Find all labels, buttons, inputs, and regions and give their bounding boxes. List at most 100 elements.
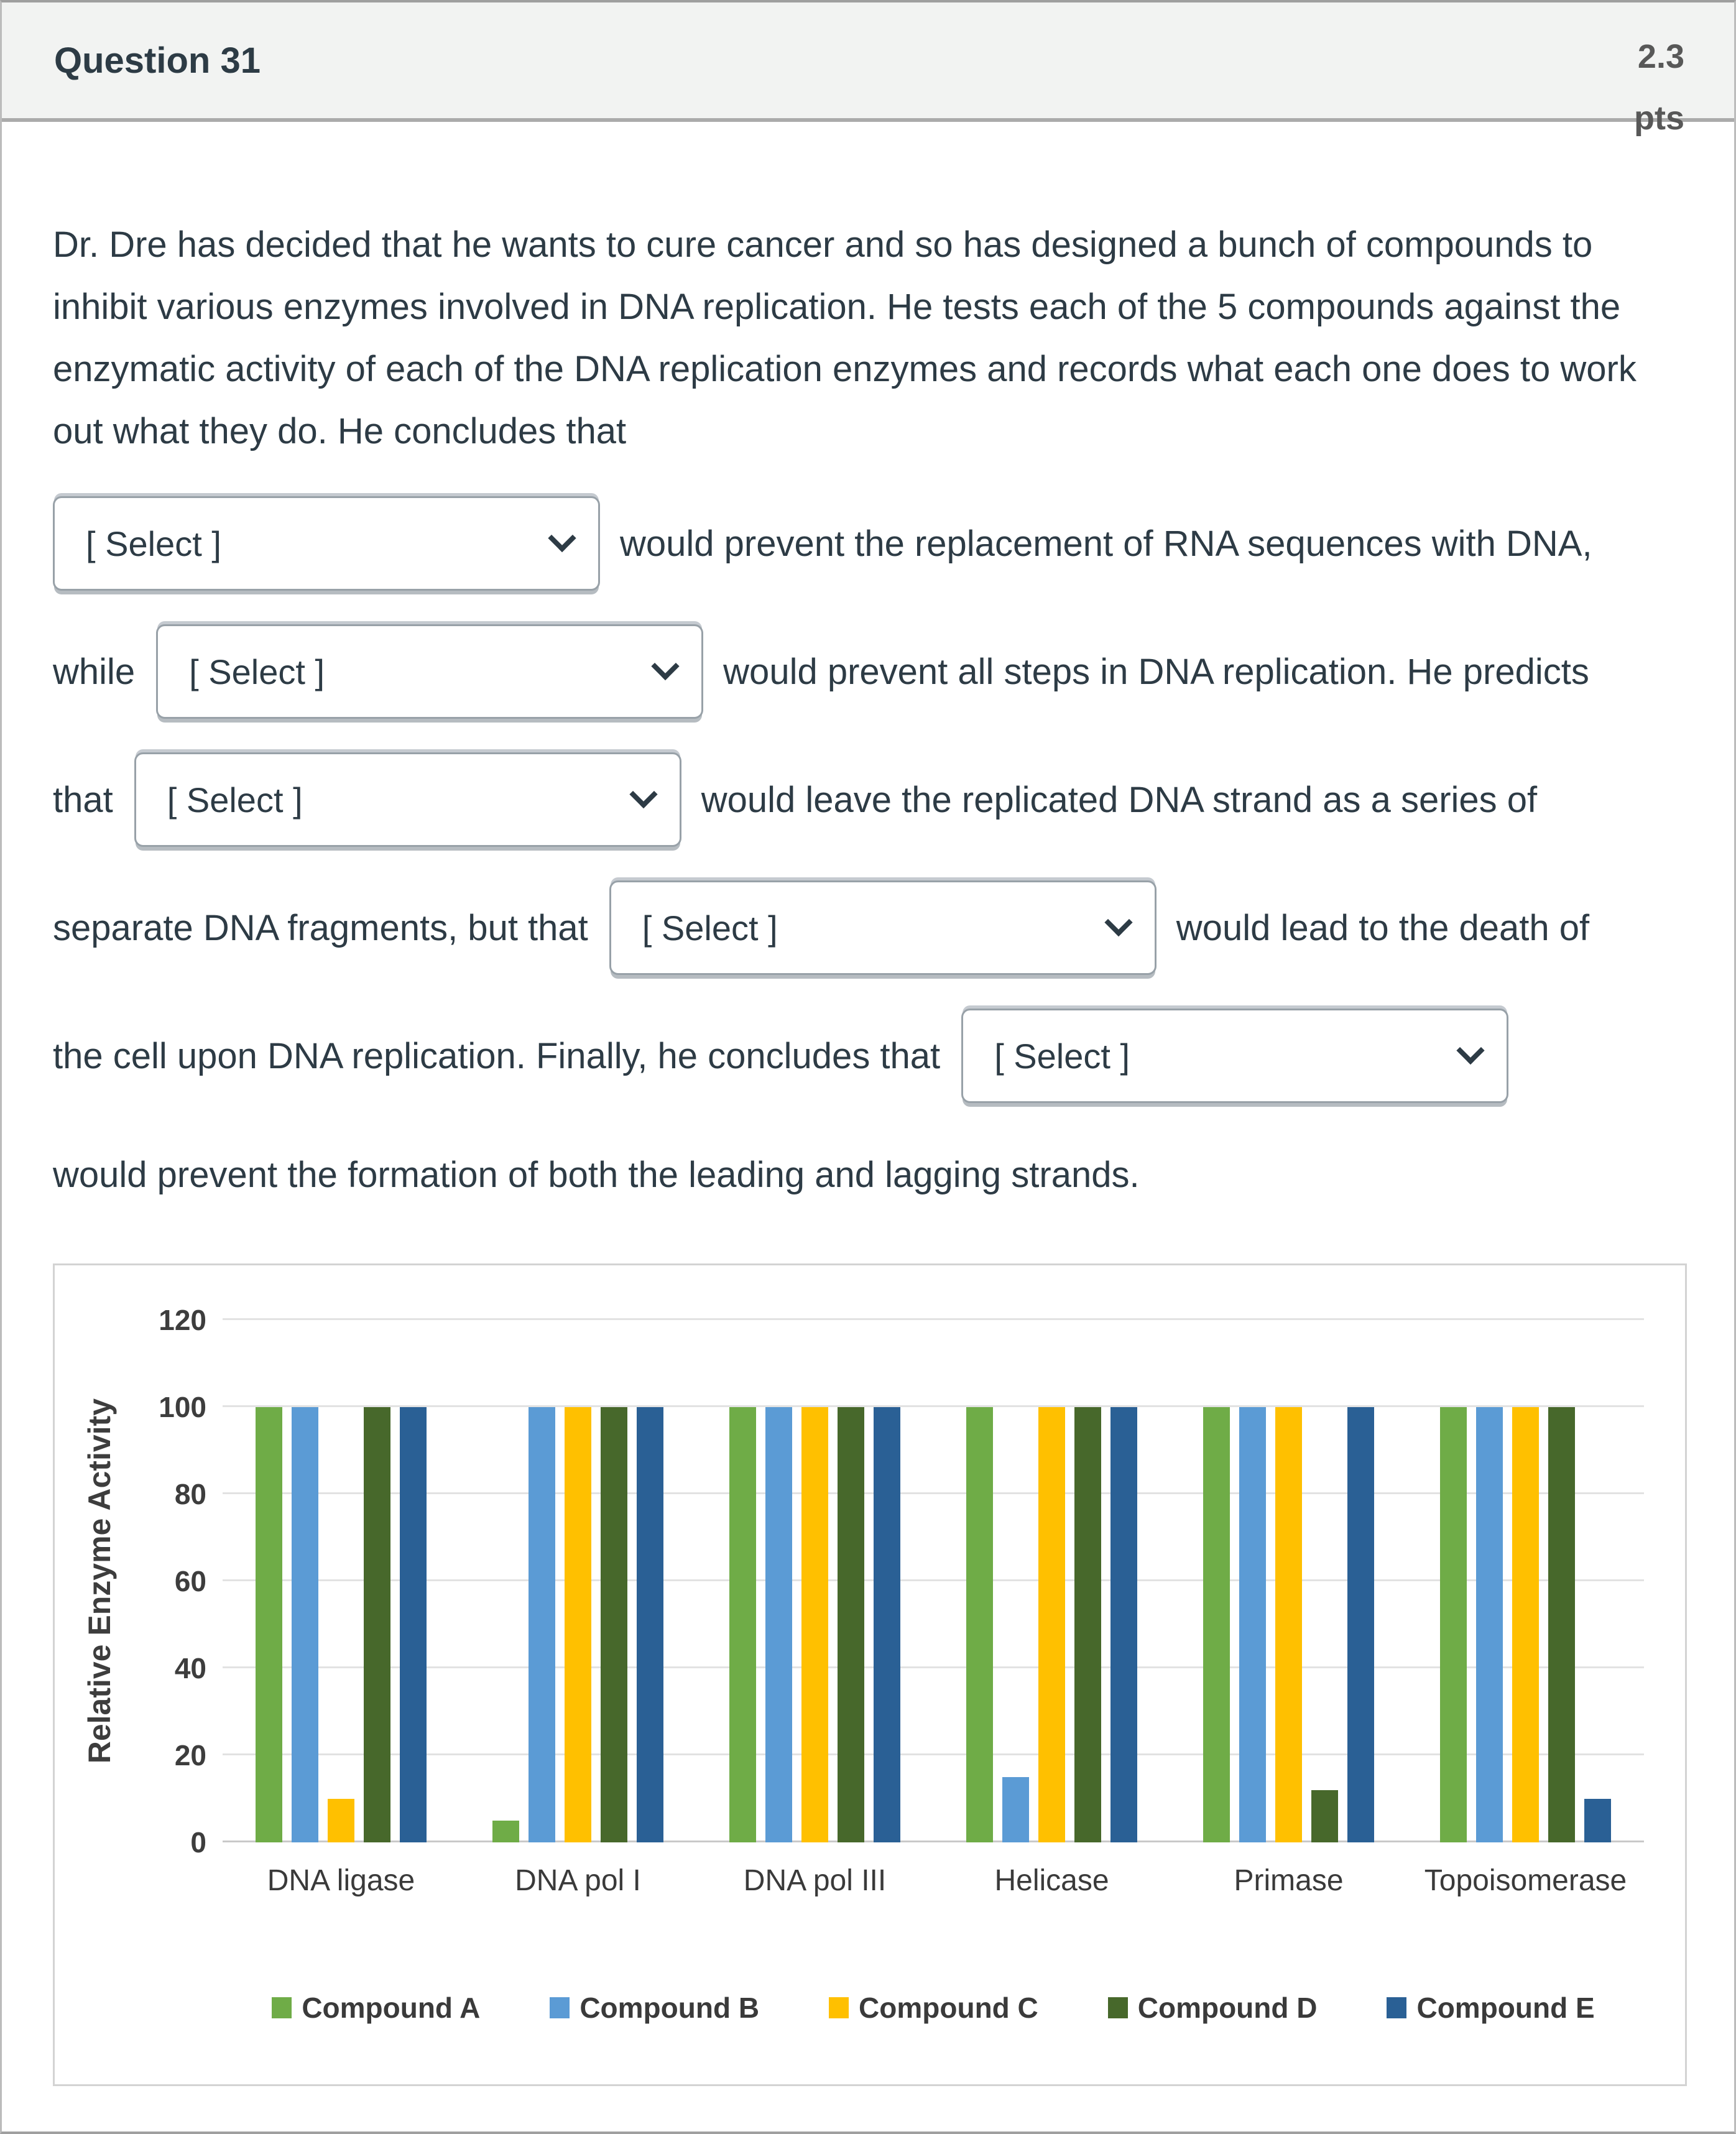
y-tick-label-20: 20: [174, 1739, 206, 1772]
bar-compound-a-topoisomerase: [1440, 1407, 1467, 1842]
bar-compound-d-dna-pol-i: [601, 1407, 627, 1842]
legend-label-compound-d: Compound D: [1137, 1992, 1318, 2024]
legend-label-compound-e: Compound E: [1416, 1992, 1595, 2024]
legend-label-compound-c: Compound C: [859, 1992, 1038, 2024]
plot-area: [223, 1318, 1644, 1842]
gridline-40: [223, 1666, 1644, 1669]
bar-compound-b-helicase: [1002, 1777, 1029, 1842]
bar-compound-b-dna-pol-i: [529, 1407, 555, 1842]
legend-item-compound-e: Compound E: [1387, 1991, 1595, 2025]
bar-group-helicase: [933, 1320, 1170, 1842]
y-tick-label-60: 60: [174, 1565, 206, 1597]
gridline-20: [223, 1753, 1644, 1756]
bar-compound-b-dna-ligase: [292, 1407, 318, 1842]
y-tick-label-100: 100: [159, 1391, 206, 1423]
x-axis-labels: DNA ligase DNA pol I DNA pol III Helicase Pr…: [223, 1864, 1644, 1898]
y-tick-label-120: 120: [159, 1304, 206, 1336]
fill-in-row-3: that [ Select ] would leave the replicat…: [53, 752, 1683, 847]
question-intro-text: Dr. Dre has decided that he wants to cur…: [53, 224, 1637, 451]
x-axis-label-primase: Primase: [1234, 1864, 1344, 1897]
gridline-120: [223, 1318, 1644, 1320]
answer-select-1-value: [ Select ]: [86, 524, 221, 563]
bar-compound-a-primase: [1203, 1407, 1230, 1842]
bar-compound-c-primase: [1275, 1407, 1302, 1842]
fill-in-row-1-text: would prevent the replacement of RNA seq…: [620, 523, 1592, 564]
fill-in-row-2-pretext: while: [53, 651, 136, 692]
answer-select-3-value: [ Select ]: [167, 780, 303, 820]
legend-swatch-compound-a: [272, 1997, 292, 2018]
bar-compound-d-topoisomerase: [1548, 1407, 1575, 1842]
bar-compound-c-helicase: [1038, 1407, 1065, 1842]
bar-compound-b-topoisomerase: [1476, 1407, 1503, 1842]
enzyme-activity-chart: Relative Enzyme Activity 0 20 40 60 80 100 120…: [53, 1263, 1687, 2086]
y-tick-label-80: 80: [174, 1478, 206, 1511]
chevron-down-icon: [651, 652, 680, 681]
legend-item-compound-d: Compound D: [1107, 1991, 1318, 2025]
fill-in-row-3-text: would leave the replicated DNA strand as…: [701, 779, 1538, 820]
chevron-down-icon: [629, 780, 658, 809]
fill-in-row-4-text: would lead to the death of: [1176, 907, 1590, 948]
fill-in-row-2-text: would prevent all steps in DNA replicati…: [723, 651, 1589, 692]
y-axis-title: Relative Enzyme Activity: [82, 1398, 117, 1764]
fill-in-row-1: [ Select ] would prevent the replacement…: [53, 496, 1683, 591]
answer-select-5-value: [ Select ]: [994, 1036, 1130, 1076]
bar-compound-c-dna-pol-i: [565, 1407, 591, 1842]
bar-compound-d-dna-pol-iii: [838, 1407, 864, 1842]
bar-compound-e-dna-pol-iii: [874, 1407, 900, 1842]
gridline-100: [223, 1405, 1644, 1407]
y-tick-label-40: 40: [174, 1652, 206, 1685]
question-points: 2.3 pts: [1634, 38, 1684, 137]
bar-compound-e-helicase: [1110, 1407, 1137, 1842]
fill-in-row-4: separate DNA fragments, but that [ Selec…: [53, 880, 1683, 975]
x-axis-label-dna-ligase: DNA ligase: [267, 1864, 415, 1897]
answer-select-4[interactable]: [ Select ]: [609, 880, 1157, 975]
legend-swatch-compound-d: [1107, 1997, 1128, 2018]
fill-in-row-5-pretext: the cell upon DNA replication. Finally, …: [53, 1035, 941, 1076]
answer-select-2[interactable]: [ Select ]: [156, 624, 704, 719]
legend-label-compound-b: Compound B: [579, 1992, 760, 2024]
legend-item-compound-b: Compound B: [550, 1991, 759, 2025]
answer-select-3[interactable]: [ Select ]: [134, 752, 681, 847]
bar-compound-c-dna-ligase: [328, 1799, 354, 1842]
answer-select-5[interactable]: [ Select ]: [961, 1009, 1509, 1103]
chart-body: Relative Enzyme Activity 0 20 40 60 80 100 120: [70, 1304, 1644, 1859]
y-axis-ticks: 0 20 40 60 80 100 120: [129, 1304, 223, 1859]
legend-swatch-compound-e: [1387, 1997, 1407, 2018]
fill-in-row-3-pretext: that: [53, 779, 113, 820]
bar-group-dna-ligase: [223, 1320, 459, 1842]
chevron-down-icon: [548, 524, 576, 553]
x-axis-label-helicase: Helicase: [994, 1864, 1109, 1897]
bar-compound-d-primase: [1311, 1790, 1338, 1842]
bar-compound-c-dna-pol-iii: [801, 1407, 828, 1842]
fill-in-row-2: while [ Select ] would prevent all steps…: [53, 624, 1683, 719]
question-title: Question 31: [54, 40, 261, 81]
bar-compound-a-dna-ligase: [256, 1407, 282, 1842]
bar-group-dna-pol-iii: [696, 1320, 933, 1842]
bar-compound-d-dna-ligase: [364, 1407, 390, 1842]
bar-compound-b-primase: [1239, 1407, 1266, 1842]
bar-compound-e-dna-ligase: [400, 1407, 427, 1842]
bar-compound-e-primase: [1347, 1407, 1374, 1842]
chevron-down-icon: [1104, 908, 1133, 937]
bar-compound-c-topoisomerase: [1512, 1407, 1539, 1842]
legend-item-compound-c: Compound C: [829, 1991, 1038, 2025]
y-axis-title-column: Relative Enzyme Activity: [70, 1320, 129, 1842]
bar-compound-e-topoisomerase: [1584, 1799, 1611, 1842]
bar-compound-b-dna-pol-iii: [765, 1407, 792, 1842]
legend-swatch-compound-c: [829, 1997, 849, 2018]
answer-select-1[interactable]: [ Select ]: [53, 496, 600, 591]
x-axis-label-topoisomerase: Topoisomerase: [1424, 1864, 1627, 1897]
legend-item-compound-a: Compound A: [272, 1991, 480, 2025]
bar-groups: [223, 1320, 1644, 1842]
bar-group-primase: [1170, 1320, 1407, 1842]
question-outro-text: would prevent the formation of both the …: [53, 1155, 1140, 1195]
answer-select-2-value: [ Select ]: [189, 652, 325, 691]
legend-swatch-compound-b: [550, 1997, 570, 2018]
fill-in-row-4-pretext: separate DNA fragments, but that: [53, 907, 588, 948]
bar-compound-a-dna-pol-iii: [729, 1407, 756, 1842]
x-axis-label-dna-pol-iii: DNA pol III: [743, 1864, 887, 1897]
bar-compound-a-helicase: [966, 1407, 993, 1842]
gridline-60: [223, 1579, 1644, 1581]
y-tick-label-0: 0: [190, 1826, 206, 1859]
